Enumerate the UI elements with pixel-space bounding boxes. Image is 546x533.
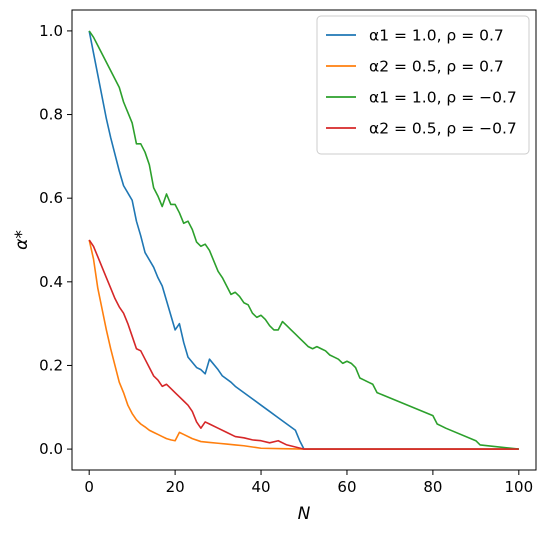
x-axis-label: N — [298, 504, 311, 524]
series-line-1 — [88, 30, 519, 450]
y-tick-label: 0.0 — [39, 440, 63, 458]
y-axis-label: α* — [12, 230, 32, 250]
series-line-2 — [88, 239, 519, 450]
legend-label: α2 = 0.5, ρ = 0.7 — [369, 58, 504, 76]
series-layer — [88, 30, 519, 450]
legend-label: α2 = 0.5, ρ = −0.7 — [369, 120, 517, 138]
legend-frame — [316, 15, 530, 155]
y-tick-label: 0.4 — [39, 273, 63, 291]
x-axis: 0 20 40 60 80 100 — [84, 470, 533, 496]
legend-label: α1 = 1.0, ρ = 0.7 — [369, 27, 504, 45]
plot-frame — [71, 9, 537, 471]
x-tick-label: 40 — [251, 478, 270, 496]
x-tick-label: 20 — [166, 478, 185, 496]
x-tick-label: 60 — [337, 478, 356, 496]
x-tick-label: 100 — [504, 478, 533, 496]
y-tick-label: 0.8 — [39, 106, 63, 124]
x-tick-label: 80 — [423, 478, 442, 496]
y-tick-label: 0.6 — [39, 189, 63, 207]
y-tick-label: 1.0 — [39, 22, 63, 40]
y-axis: 0.0 0.2 0.4 0.6 0.8 1.0 — [39, 22, 72, 458]
legend-label: α1 = 1.0, ρ = −0.7 — [369, 89, 517, 107]
series-line-4 — [88, 239, 519, 450]
y-tick-label: 0.2 — [39, 356, 63, 374]
series-line-3 — [88, 30, 519, 450]
legend: α1 = 1.0, ρ = 0.7 α2 = 0.5, ρ = 0.7 α1 = 1… — [316, 15, 530, 155]
x-tick-label: 0 — [84, 478, 94, 496]
